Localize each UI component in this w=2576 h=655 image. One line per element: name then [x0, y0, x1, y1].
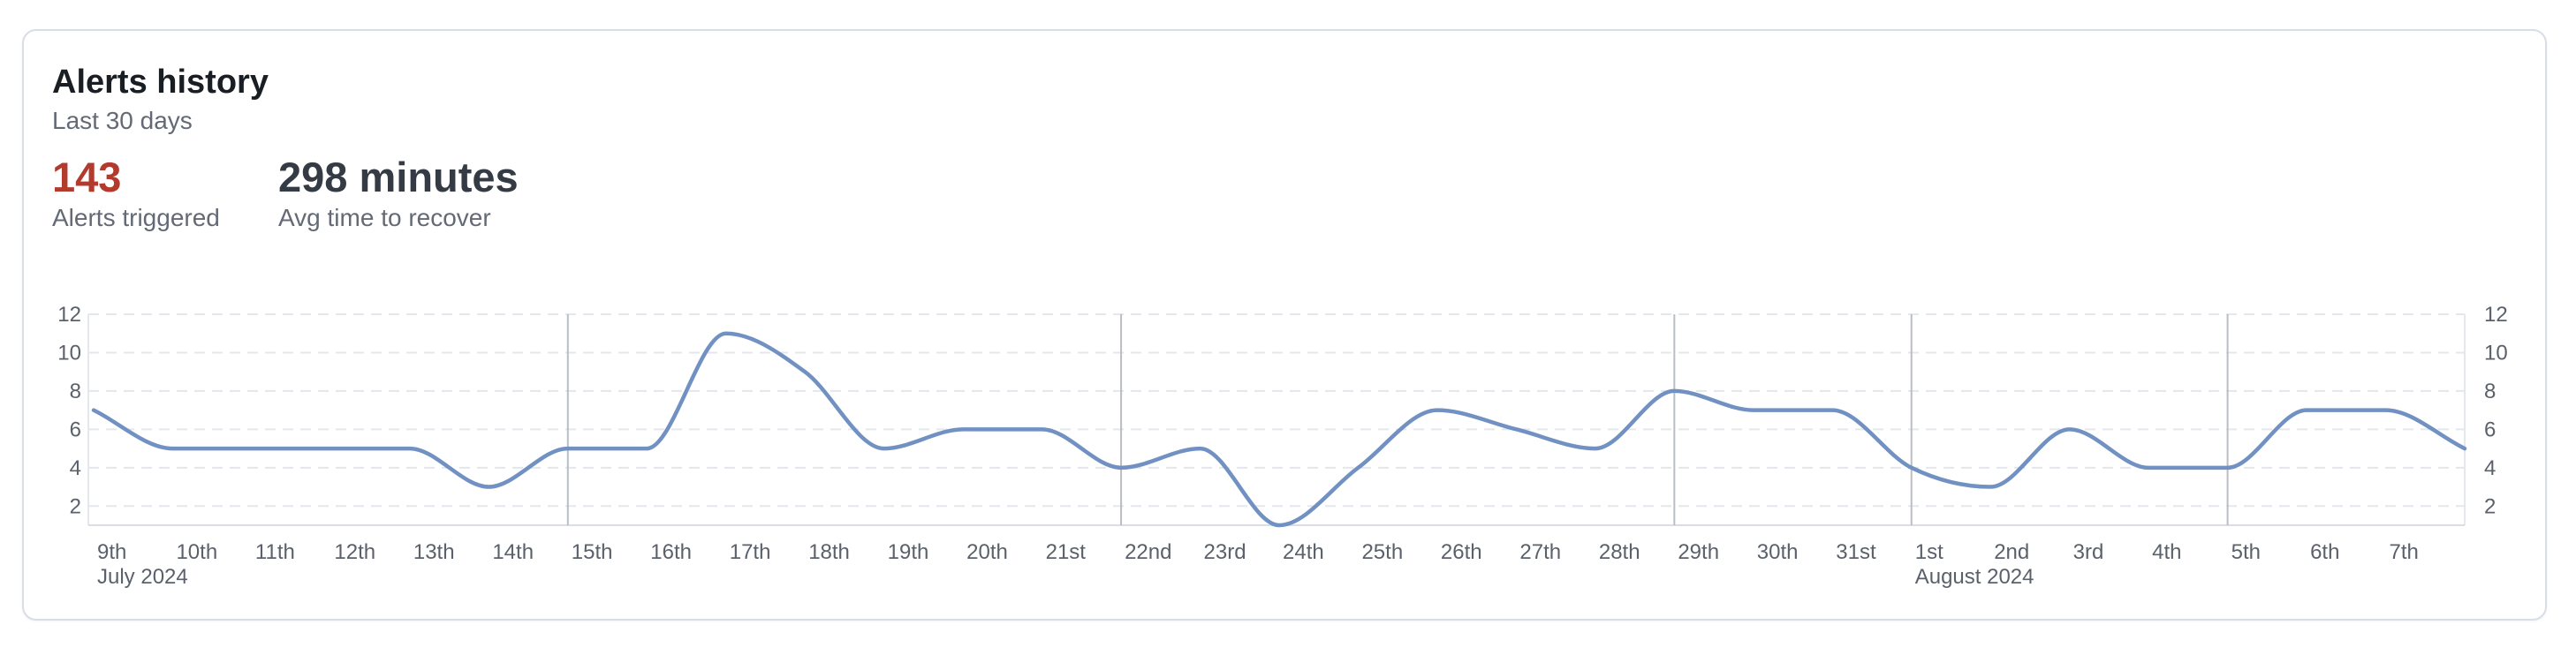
x-tick-label: 20th	[966, 540, 1008, 564]
x-tick-label: 28th	[1599, 540, 1640, 564]
x-tick-label: 6th	[2310, 540, 2339, 564]
x-tick-label: 25th	[1361, 540, 1403, 564]
y-tick-label-left: 6	[70, 418, 81, 441]
chart-plot-area[interactable]	[88, 314, 2465, 525]
x-tick-label: 21st	[1046, 540, 1087, 564]
y-tick-label-right: 12	[2484, 303, 2508, 327]
x-tick-label: 15th	[572, 540, 613, 564]
x-tick-label: 2nd	[1994, 540, 2029, 564]
x-tick-label: 23rd	[1204, 540, 1246, 564]
x-tick-label: 7th	[2390, 540, 2419, 564]
stat-alerts-triggered: 143 Alerts triggered	[52, 156, 220, 230]
alerts-history-card: Alerts history Last 30 days 143 Alerts t…	[22, 29, 2547, 621]
x-month-label: August 2024	[1915, 565, 2034, 589]
y-tick-label-left: 10	[57, 341, 81, 365]
x-tick-label: 14th	[492, 540, 534, 564]
alerts-triggered-value: 143	[52, 154, 122, 200]
card-subtitle: Last 30 days	[52, 107, 193, 134]
x-tick-label: 4th	[2152, 540, 2181, 564]
card-title: Alerts history	[52, 64, 269, 101]
x-tick-label: 5th	[2231, 540, 2261, 564]
x-tick-label: 11th	[255, 540, 295, 564]
y-tick-label-left: 2	[70, 494, 81, 518]
x-tick-label: 13th	[413, 540, 455, 564]
y-tick-label-right: 6	[2484, 418, 2496, 441]
x-tick-label: 26th	[1441, 540, 1482, 564]
y-tick-label-right: 2	[2484, 494, 2496, 518]
x-tick-label: 30th	[1757, 540, 1799, 564]
x-tick-label: 27th	[1519, 540, 1561, 564]
x-tick-label: 19th	[888, 540, 929, 564]
stat-avg-time-to-recover: 298 minutes Avg time to recover	[278, 156, 519, 230]
y-tick-label-right: 10	[2484, 341, 2508, 365]
series-line	[91, 331, 2467, 528]
x-tick-label: 12th	[334, 540, 375, 564]
y-tick-label-right: 4	[2484, 456, 2496, 480]
x-tick-label: 18th	[808, 540, 850, 564]
y-tick-label-left: 8	[70, 380, 81, 403]
avg-time-to-recover-value: 298 minutes	[278, 154, 519, 200]
x-tick-label: 22nd	[1125, 540, 1171, 564]
x-tick-label: 17th	[730, 540, 771, 564]
x-tick-label: 29th	[1678, 540, 1719, 564]
x-tick-label: 10th	[176, 540, 217, 564]
alerts-triggered-label: Alerts triggered	[52, 204, 220, 231]
x-tick-label: 31st	[1836, 540, 1876, 564]
avg-time-to-recover-label: Avg time to recover	[278, 204, 491, 231]
x-tick-label: 9th	[97, 540, 126, 564]
x-tick-label: 3rd	[2073, 540, 2104, 564]
y-tick-label-left: 12	[57, 303, 81, 327]
x-tick-label: 1st	[1915, 540, 1943, 564]
y-tick-label-left: 4	[70, 456, 81, 480]
x-tick-label: 16th	[650, 540, 692, 564]
y-tick-label-right: 8	[2484, 380, 2496, 403]
x-tick-label: 24th	[1283, 540, 1324, 564]
x-month-label: July 2024	[97, 565, 188, 589]
